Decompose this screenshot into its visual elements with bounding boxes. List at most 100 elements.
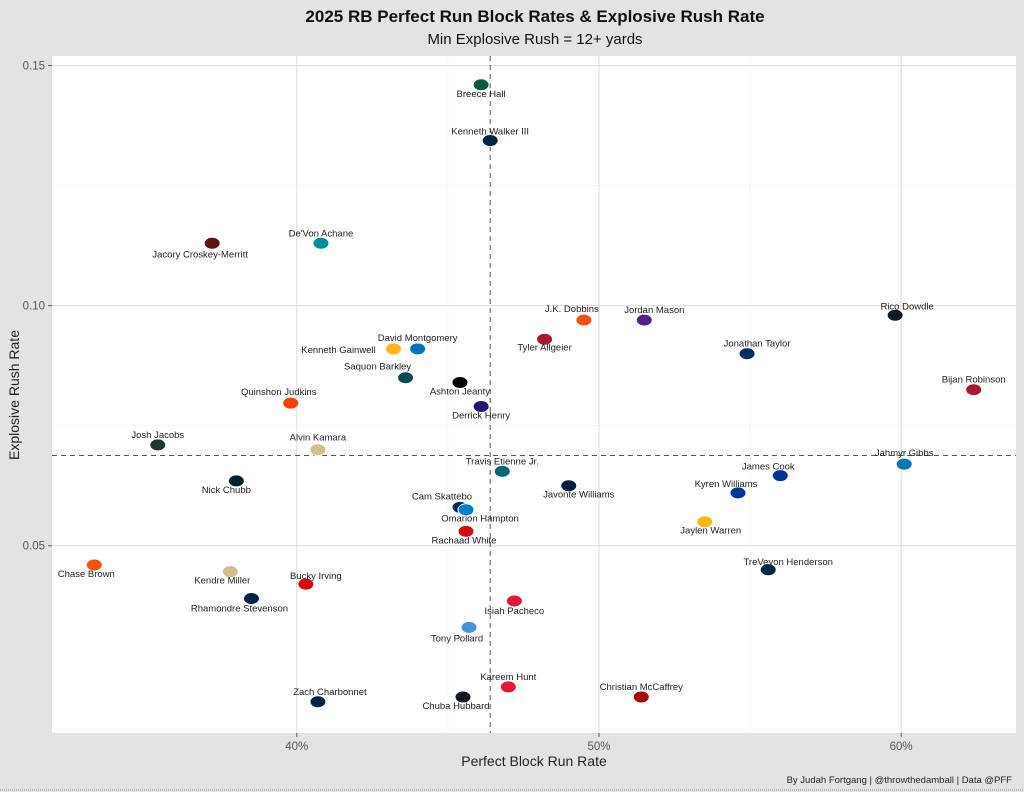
team-logo-icon (481, 134, 499, 148)
team-logo-icon (457, 503, 475, 517)
x-tick-label: 50% (587, 741, 610, 753)
point-label: Isiah Pacheco (485, 606, 545, 617)
data-point: Kenneth Walker III (451, 127, 529, 148)
point-label: Cam Skattebo (412, 491, 472, 502)
point-label: Kyren Williams (695, 479, 758, 490)
data-point: Kenneth Gainwell (301, 342, 402, 356)
data-point: James Cook (742, 462, 795, 483)
data-point: Travis Etienne Jr. (466, 456, 539, 478)
data-point: TreVeyon Henderson (743, 557, 833, 577)
point-label: Saquon Barkley (344, 362, 411, 373)
data-points: Breece Hall Kenneth Walker III De'Von Acha… (58, 78, 1006, 712)
point-label: David Montgomery (378, 333, 458, 344)
data-point: Alvin Kamara (290, 433, 347, 457)
data-point: Rachaad White (432, 524, 496, 546)
point-label: Jahmyr Gibbs (875, 448, 934, 459)
data-point: Josh Jacobs (131, 430, 184, 452)
data-point: Jonathan Taylor (724, 339, 791, 361)
data-point: Kendre Miller (194, 565, 250, 587)
point-label: Tyler Allgeier (517, 342, 571, 353)
team-logo-icon (282, 396, 300, 410)
data-point: Jacory Croskey-Merritt (152, 236, 248, 260)
data-point: Jordan Mason (624, 305, 684, 327)
team-logo-icon (309, 695, 327, 709)
team-logo-icon (397, 371, 415, 385)
team-logo-icon (499, 680, 517, 694)
team-logo-icon (242, 592, 260, 606)
point-label: Rhamondre Stevenson (191, 604, 288, 615)
point-label: Christian McCaffrey (600, 682, 683, 693)
point-label: Javonte Williams (543, 490, 615, 501)
y-axis-label: Explosive Rush Rate (6, 330, 22, 460)
data-point: Kareem Hunt (480, 672, 537, 694)
team-logo-icon (575, 313, 593, 327)
data-point: David Montgomery (378, 333, 458, 356)
point-label: Jonathan Taylor (724, 339, 791, 350)
team-logo-icon (472, 78, 490, 92)
point-label: Jordan Mason (624, 305, 684, 316)
team-logo-icon (85, 558, 103, 572)
point-label: Zach Charbonnet (293, 687, 367, 698)
point-label: TreVeyon Henderson (743, 557, 832, 568)
data-point: Zach Charbonnet (293, 687, 367, 709)
data-point: Rico Dowdle (880, 301, 934, 322)
point-label: Bijan Robinson (942, 375, 1006, 386)
team-logo-icon (454, 690, 472, 704)
team-logo-icon (635, 313, 653, 327)
team-logo-icon (771, 469, 789, 483)
point-label: Chase Brown (58, 569, 115, 580)
chart-caption: By Judah Fortgang | @throwthedamball | D… (787, 775, 1013, 786)
data-point: Nick Chubb (202, 474, 251, 496)
data-point: Tyler Allgeier (517, 332, 572, 353)
team-logo-icon (729, 486, 747, 500)
y-tick-label: 0.15 (23, 61, 45, 73)
reference-lines (52, 56, 1016, 733)
data-point: Bucky Irving (290, 571, 342, 591)
team-logo-icon (221, 565, 239, 579)
point-label: Jaylen Warren (680, 526, 741, 537)
team-logo-icon (493, 464, 511, 478)
point-label: Kenneth Gainwell (301, 345, 375, 356)
team-logo-icon (632, 690, 650, 704)
data-point: Derrick Henry (452, 400, 510, 422)
data-point: Omarion Hampton (441, 503, 519, 525)
team-logo-icon (895, 457, 913, 471)
data-point: J.K. Dobbins (545, 304, 599, 327)
data-point: Saquon Barkley (344, 362, 415, 385)
point-label: Omarion Hampton (441, 514, 519, 525)
team-logo-icon (457, 524, 475, 538)
chart-title: 2025 RB Perfect Run Block Rates & Explos… (305, 7, 764, 26)
team-logo-icon (759, 563, 777, 577)
point-label: Travis Etienne Jr. (466, 456, 539, 467)
y-tick-label: 0.10 (23, 301, 45, 313)
data-point: Ashton Jeanty (430, 375, 490, 397)
team-logo-icon (451, 375, 469, 389)
grid-lines (52, 56, 1016, 733)
data-point: Chuba Hubbard (422, 690, 490, 712)
data-point: De'Von Achane (289, 228, 354, 250)
point-label: Kareem Hunt (480, 672, 536, 683)
point-label: De'Von Achane (289, 228, 354, 239)
point-label: Tony Pollard (431, 633, 483, 644)
x-tick-label: 60% (890, 741, 913, 753)
x-axis-ticks: 40% 50% 60% (285, 733, 913, 753)
team-logo-icon (149, 438, 167, 452)
team-logo-icon (965, 383, 983, 397)
point-label: Chuba Hubbard (422, 701, 489, 712)
team-logo-icon (738, 347, 756, 361)
team-logo-icon (472, 400, 490, 414)
team-logo-icon (309, 443, 327, 457)
team-logo-icon (203, 236, 221, 250)
data-point: Christian McCaffrey (600, 682, 683, 704)
chart-subtitle: Min Explosive Rush = 12+ yards (427, 31, 642, 48)
data-point: Bijan Robinson (942, 375, 1006, 397)
team-logo-icon (384, 342, 402, 356)
point-label: Nick Chubb (202, 485, 251, 496)
point-label: Rico Dowdle (880, 301, 933, 312)
y-tick-label: 0.05 (23, 541, 45, 553)
point-label: Alvin Kamara (290, 433, 347, 444)
team-logo-icon (560, 479, 578, 493)
point-label: Kenneth Walker III (451, 127, 529, 138)
team-logo-icon (505, 594, 523, 608)
